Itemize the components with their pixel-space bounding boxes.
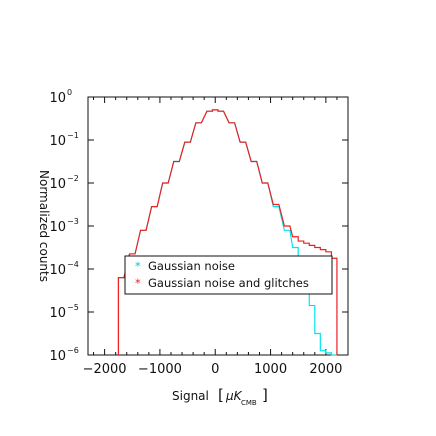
y-tick-exponent: −3	[67, 217, 79, 226]
x-axis-label-unit: μK	[225, 389, 243, 403]
series-layer	[117, 109, 338, 356]
legend-label-gaussian: Gaussian noise	[148, 259, 235, 273]
x-tick-label: 0	[211, 362, 219, 377]
legend-box	[124, 255, 333, 295]
x-axis-label-bracket-close: ]	[262, 386, 268, 404]
y-tick-label: 10	[49, 306, 66, 321]
x-tick-label: −2000	[83, 362, 127, 377]
x-tick-label: 2000	[309, 362, 342, 377]
x-axis-label: Signal [ μK CMB ]	[172, 386, 268, 407]
y-tick-exponent: −6	[67, 346, 79, 355]
x-axis-label-text: Signal	[172, 389, 209, 403]
y-tick-exponent: −4	[67, 260, 79, 269]
legend: * Gaussian noise * Gaussian noise and gl…	[124, 255, 333, 295]
legend-label-glitches: Gaussian noise and glitches	[148, 276, 309, 290]
legend-marker-gaussian: *	[135, 259, 141, 273]
y-tick-label: 10	[49, 349, 66, 364]
y-tick-exponent: 0	[67, 88, 72, 97]
legend-marker-glitches: *	[135, 276, 141, 290]
y-tick-exponent: −1	[67, 131, 79, 140]
x-tick-label: 1000	[254, 362, 287, 377]
y-tick-label: 10	[49, 220, 66, 235]
x-ticks: −2000 −1000 0 1000 2000	[83, 97, 349, 377]
x-axis-label-bracket-open: [	[218, 386, 224, 404]
y-tick-label: 10	[49, 134, 66, 149]
y-axis-label: Normalized counts	[37, 170, 51, 282]
y-tick-label: 10	[49, 177, 66, 192]
y-tick-exponent: −2	[67, 174, 79, 183]
x-tick-label: −1000	[138, 362, 182, 377]
series-line-glitches	[117, 109, 338, 355]
y-tick-label: 10	[49, 263, 66, 278]
plot-frame	[87, 96, 349, 356]
x-axis-label-unit-sub: CMB	[241, 399, 257, 407]
y-tick-label: 10	[49, 91, 66, 106]
series-line-gaussian	[117, 109, 337, 356]
y-tick-exponent: −5	[67, 303, 79, 312]
